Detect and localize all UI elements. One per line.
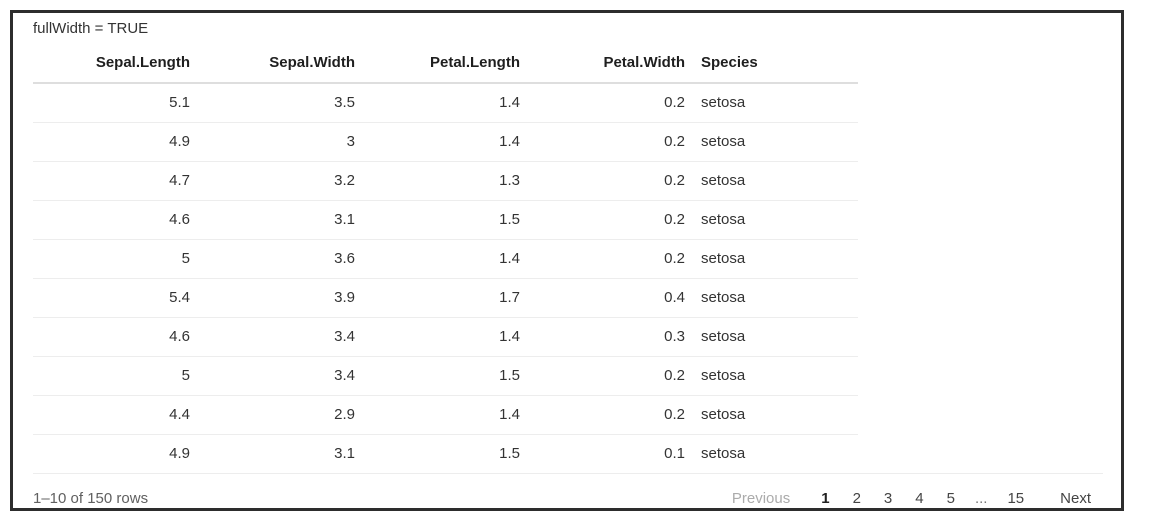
table-cell: 1.4 [363, 239, 528, 279]
pagination-bar: 1–10 of 150 rows Previous 1 2 3 4 5... 15 Nex… [33, 473, 1103, 526]
page-button-15[interactable]: 15 [997, 485, 1034, 513]
pagination: Previous 1 2 3 4 5... 15 Next [717, 485, 1103, 513]
page-button-5[interactable]: 5 [937, 485, 965, 513]
table-cell: 4.9 [169, 445, 190, 462]
table-row: 4.6 3.1 1.5 0.2 setosa [33, 200, 858, 240]
table-row: 4.9 3.1 1.5 0.1 setosa [33, 435, 858, 474]
widget-body: fullWidth = TRUE Sepal.Length Sepal.Width… [13, 13, 1121, 508]
table-cell: 5.4 [33, 278, 198, 318]
table-cell: 5 [33, 239, 198, 279]
table-cell: 3.9 [198, 278, 363, 318]
page-info: 1–10 of 150 rows [33, 490, 149, 507]
widget-frame: fullWidth = TRUE Sepal.Length Sepal.Width… [10, 10, 1124, 511]
table-cell: 3.4 [198, 356, 363, 396]
fullwidth-label: fullWidth = TRUE [33, 20, 149, 37]
table-cell: 1.5 [363, 200, 528, 240]
table-row: 5.1 3.5 1.4 0.2 setosa [33, 83, 858, 123]
table-cell: 1.7 [363, 278, 528, 318]
page-button-2[interactable]: 2 [843, 485, 871, 513]
table-cell: 0.4 [528, 278, 693, 318]
page-button-group: 1 2 3 4 5... 15 [808, 485, 1034, 513]
previous-page-button[interactable]: Previous [720, 485, 802, 513]
table-cell: 5.1 [33, 83, 198, 123]
table-cell: 1.5 [499, 445, 520, 462]
table-cell: 0.2 [528, 83, 693, 123]
table-cell: setosa [693, 356, 858, 396]
table-cell: setosa [693, 161, 858, 201]
table-cell: setosa [693, 395, 858, 435]
table-cell: 0.2 [528, 122, 693, 162]
table-row: 4.4 2.9 1.4 0.2 setosa [33, 395, 858, 435]
table-cell: 1.4 [363, 83, 528, 123]
table-cell: 4.7 [33, 161, 198, 201]
next-page-button[interactable]: Next [1048, 485, 1103, 513]
table-cell: 4.6 [33, 317, 198, 357]
column-header-species[interactable]: Species [693, 48, 858, 84]
iris-table: Sepal.Length Sepal.Width Petal.Length Petal… [33, 48, 858, 473]
page-button-1[interactable]: 1 [811, 485, 839, 513]
table-cell: 4.4 [33, 395, 198, 435]
page-button-4[interactable]: 4 [905, 485, 933, 513]
table-cell: 2.9 [198, 395, 363, 435]
table-cell: setosa [693, 278, 858, 318]
table-cell: setosa [693, 317, 858, 357]
table-cell: setosa [693, 83, 858, 123]
column-header-petal-length[interactable]: Petal.Length [363, 48, 528, 84]
table-row: 4.7 3.2 1.3 0.2 setosa [33, 161, 858, 201]
table-cell: setosa [701, 445, 746, 462]
page-button-3[interactable]: 3 [874, 485, 902, 513]
table-cell: 3.5 [198, 83, 363, 123]
table-body: 5.1 3.5 1.4 0.2 setosa 4.9 3 1.4 0.2 setosa 4.7 3.2… [33, 83, 858, 473]
table-cell: 0.2 [528, 239, 693, 279]
column-header-sepal-width[interactable]: Sepal.Width [198, 48, 363, 84]
table-cell: 1.5 [363, 356, 528, 396]
header-row: Sepal.Length Sepal.Width Petal.Length Petal… [33, 48, 858, 84]
column-header-petal-width[interactable]: Petal.Width [528, 48, 693, 84]
page-ellipsis: ... [974, 490, 988, 507]
table-cell: 1.3 [363, 161, 528, 201]
table-cell: 1.4 [363, 122, 528, 162]
table-row: 5 3.4 1.5 0.2 setosa [33, 356, 858, 396]
table-cell: 3.1 [198, 200, 363, 240]
table-cell: 3.4 [198, 317, 363, 357]
table-cell: 4.9 [33, 122, 198, 162]
table-cell: 3.6 [198, 239, 363, 279]
table-cell: setosa [693, 239, 858, 279]
table-cell: 4.6 [33, 200, 198, 240]
table-cell: 0.2 [528, 200, 693, 240]
table-cell: 1.4 [363, 395, 528, 435]
table-cell: 0.3 [528, 317, 693, 357]
table-row: 5 3.6 1.4 0.2 setosa [33, 239, 858, 279]
column-header-sepal-length[interactable]: Sepal.Length [33, 48, 198, 84]
table-cell: 3.1 [334, 445, 355, 462]
table-cell: 0.1 [664, 445, 685, 462]
table-row: 5.4 3.9 1.7 0.4 setosa [33, 278, 858, 318]
table-cell: setosa [693, 200, 858, 240]
table-cell: 0.2 [528, 356, 693, 396]
table-cell: 0.2 [528, 161, 693, 201]
table-cell: 5 [33, 356, 198, 396]
table-cell: 1.4 [363, 317, 528, 357]
table-cell: 3 [198, 122, 363, 162]
table-row: 4.9 3 1.4 0.2 setosa [33, 122, 858, 162]
table-cell: 3.2 [198, 161, 363, 201]
table-cell: setosa [693, 122, 858, 162]
table-row: 4.6 3.4 1.4 0.3 setosa [33, 317, 858, 357]
table-cell: 0.2 [528, 395, 693, 435]
table-header: Sepal.Length Sepal.Width Petal.Length Petal… [33, 48, 858, 84]
